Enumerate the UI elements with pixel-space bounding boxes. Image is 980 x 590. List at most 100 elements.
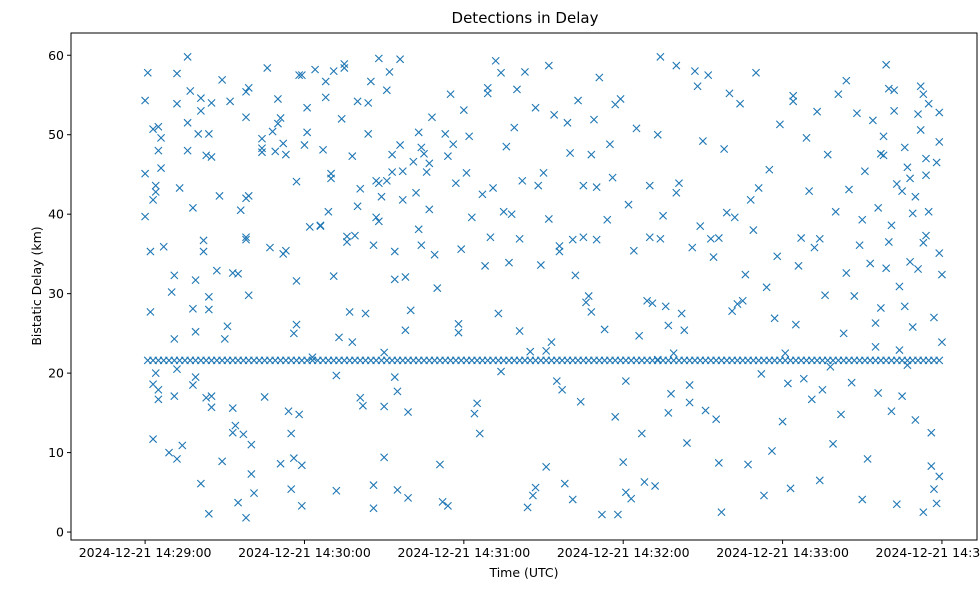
data-point-18 (149, 380, 158, 389)
data-point-26-stroke-b (175, 183, 184, 192)
y-tick-label-5: 50 (48, 127, 64, 142)
data-point-62 (226, 97, 235, 106)
data-point-52-stroke-b (207, 392, 216, 401)
data-point-390 (887, 407, 896, 416)
data-point-438-stroke-b (919, 508, 928, 517)
data-point-262 (587, 307, 596, 316)
data-point-118 (311, 65, 320, 74)
data-point-138-stroke-b (348, 152, 357, 161)
data-point-37-stroke-b (191, 327, 200, 336)
data-point-420-stroke-b (871, 319, 880, 328)
data-point-71 (239, 430, 248, 439)
data-point-61 (223, 322, 232, 331)
data-point-295 (656, 52, 665, 61)
data-point-133 (340, 60, 349, 68)
data-point-178 (404, 493, 413, 502)
data-point-322-stroke-b (717, 508, 726, 517)
data-point-278-stroke-b (621, 488, 630, 497)
data-point-266 (592, 235, 601, 244)
data-point-338-stroke-b (759, 491, 768, 500)
data-point-28-stroke-b (170, 392, 179, 401)
data-point-99-stroke-b (276, 459, 285, 468)
data-point-263-stroke-b (587, 150, 596, 159)
data-point-174 (398, 167, 407, 176)
data-point-403-stroke-b (922, 231, 930, 240)
data-point-220-stroke-b (497, 367, 506, 376)
data-point-84 (257, 134, 266, 143)
data-point-339-stroke-b (762, 283, 771, 292)
data-point-152-stroke-b (369, 481, 378, 490)
data-point-300 (667, 389, 676, 398)
data-point-147-stroke-b (364, 98, 373, 107)
data-point-364-stroke-b (823, 150, 832, 159)
data-point-67-stroke-b (234, 269, 243, 278)
data-point-21-stroke-b (170, 271, 179, 280)
data-point-412 (935, 108, 944, 117)
data-point-369 (837, 410, 845, 419)
data-point-6 (149, 195, 158, 204)
data-point-266-stroke-b (592, 235, 601, 244)
data-point-366 (829, 439, 838, 448)
data-point-378-stroke-b (858, 495, 867, 504)
data-point-288 (645, 181, 654, 190)
data-point-197-stroke-b (443, 152, 452, 161)
data-point-381 (863, 454, 872, 463)
data-point-134 (340, 63, 349, 72)
data-point-369-stroke-b (837, 410, 845, 419)
data-point-34-stroke-b (183, 118, 192, 127)
data-point-260 (582, 298, 591, 307)
data-point-108-stroke-b (295, 71, 304, 80)
data-point-225 (507, 210, 516, 219)
data-point-120-stroke-b (316, 221, 325, 230)
data-point-155 (374, 54, 383, 63)
data-point-181 (409, 157, 418, 166)
data-point-190-stroke-b (425, 159, 434, 168)
data-point-277 (619, 458, 628, 467)
data-point-376 (852, 109, 861, 118)
data-point-28 (170, 392, 179, 401)
data-point-216 (486, 233, 495, 242)
data-point-14 (146, 247, 155, 256)
data-point-260-stroke-b (582, 298, 591, 307)
data-point-374 (847, 378, 856, 387)
data-point-429 (895, 346, 904, 355)
data-point-244 (547, 338, 556, 347)
data-point-133-stroke-b (340, 60, 349, 68)
data-point-420 (871, 319, 880, 328)
data-point-249 (558, 385, 567, 394)
data-point-111-stroke-b (297, 501, 306, 510)
data-point-130 (332, 371, 341, 380)
data-point-394 (898, 187, 907, 196)
data-point-317-stroke-b (706, 234, 715, 243)
data-point-408-stroke-b (935, 249, 944, 258)
data-point-206-stroke-b (462, 168, 471, 177)
data-point-361 (815, 234, 824, 243)
data-point-263 (587, 150, 596, 159)
data-point-64-stroke-b (231, 421, 240, 430)
data-point-411-stroke-b (935, 137, 944, 146)
band-point-149 (935, 356, 944, 365)
data-point-315-stroke-b (701, 406, 710, 415)
data-point-312 (693, 82, 702, 91)
data-point-50 (202, 393, 211, 402)
data-point-225-stroke-b (507, 210, 516, 219)
data-point-342 (770, 314, 779, 323)
data-point-308 (685, 398, 694, 407)
data-point-226 (510, 123, 519, 132)
data-point-364 (823, 150, 832, 159)
data-point-350 (789, 91, 798, 100)
data-point-215 (483, 89, 492, 98)
data-point-293 (653, 130, 662, 139)
data-point-350-stroke-b (789, 91, 798, 100)
data-point-10-stroke-b (154, 122, 163, 131)
data-point-109-stroke-b (297, 71, 306, 80)
data-point-156 (374, 217, 383, 226)
data-point-386 (876, 303, 885, 312)
data-point-161 (380, 453, 389, 462)
data-point-81 (247, 440, 256, 449)
data-point-344 (775, 120, 784, 129)
data-point-180 (406, 306, 415, 315)
data-point-298 (664, 408, 673, 417)
y-tick-label-3: 30 (48, 286, 64, 301)
data-point-165 (388, 168, 397, 177)
